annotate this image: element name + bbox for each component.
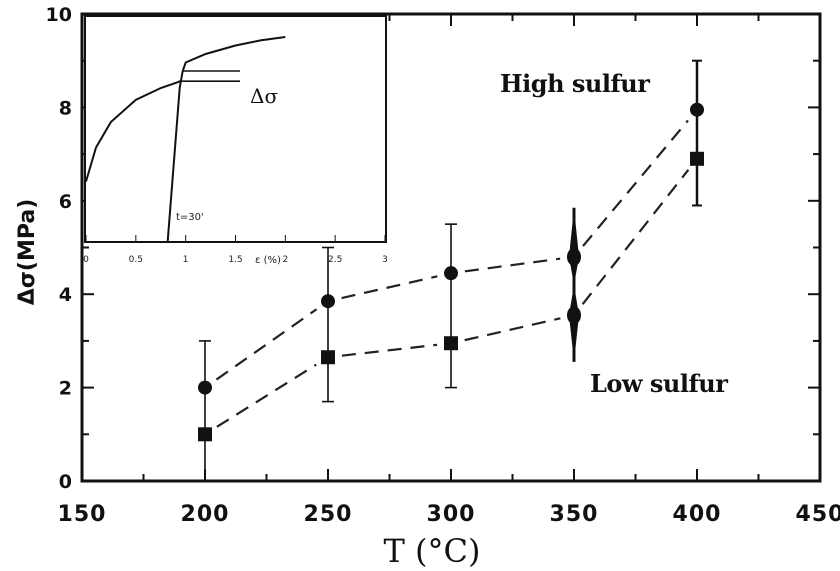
inset-x-tick-label: 0.5 xyxy=(129,255,143,265)
annotation-low-sulfur: Low sulfur xyxy=(590,369,728,398)
inset-x-tick-label: 1 xyxy=(183,255,189,265)
x-tick-label: 400 xyxy=(673,502,722,527)
series-0-segment xyxy=(464,257,561,273)
x-tick-label: 350 xyxy=(550,502,599,527)
high-sulfur-point xyxy=(321,294,335,309)
series-0-segment xyxy=(215,308,318,381)
x-tick-labels: 150 200 250 300 350 400 450 xyxy=(58,502,840,527)
inset-x-tick-label: 1.5 xyxy=(228,255,242,265)
inset-x-tick-label: 0 xyxy=(83,255,89,265)
high-sulfur-point xyxy=(690,102,704,117)
inset-curve-1 xyxy=(166,70,184,242)
inset-delta-sigma-label: Δσ xyxy=(250,84,278,108)
x-axis-title: T (°C) xyxy=(384,532,481,570)
high-sulfur-point xyxy=(444,266,458,281)
y-tick-label: 10 xyxy=(46,4,72,26)
inset-curves xyxy=(85,36,286,242)
y-axis-title: Δσ(MPa) xyxy=(15,199,40,306)
inset-ticks: 0 0.5 1 1.5 2 2.5 3 xyxy=(83,235,388,265)
series-0-segment xyxy=(341,275,438,300)
x-tick-label: 150 xyxy=(58,502,107,527)
inset-curve-2 xyxy=(181,36,286,72)
inset-chart: 0 0.5 1 1.5 2 2.5 3 ε (%) Δσ t=30' xyxy=(83,15,388,266)
low-sulfur-point xyxy=(567,306,581,325)
y-tick-label: 4 xyxy=(59,284,72,306)
y-tick-label: 0 xyxy=(59,471,72,493)
low-sulfur-point xyxy=(321,350,335,365)
series-1-segment xyxy=(216,363,317,428)
low-sulfur-point xyxy=(444,336,458,351)
y-tick-label: 8 xyxy=(59,97,72,119)
x-tick-label: 250 xyxy=(304,502,353,527)
low-sulfur-point xyxy=(690,151,704,166)
error-bars xyxy=(199,59,702,482)
high-sulfur-point xyxy=(567,247,581,266)
series-lines xyxy=(215,119,690,428)
x-tick-label: 300 xyxy=(427,502,476,527)
series-1-segment xyxy=(341,343,438,357)
x-tick-label: 200 xyxy=(181,502,230,527)
series-1-segment xyxy=(464,317,561,342)
series-0-segment xyxy=(582,119,689,247)
x-tick-label: 450 xyxy=(796,502,840,527)
annotation-high-sulfur: High sulfur xyxy=(500,69,650,98)
low-sulfur-point xyxy=(198,427,212,442)
inset-time-label: t=30' xyxy=(176,212,204,223)
inset-x-label: ε (%) xyxy=(255,255,281,266)
inset-curve-0 xyxy=(85,80,182,182)
inset-frame xyxy=(84,15,387,243)
data-markers xyxy=(198,102,704,442)
y-tick-label: 2 xyxy=(59,378,72,400)
y-tick-labels: 0 2 4 6 8 10 xyxy=(46,4,72,493)
inset-x-tick-label: 3 xyxy=(382,255,388,265)
high-sulfur-point xyxy=(198,380,212,395)
inset-x-tick-label: 2 xyxy=(282,255,288,265)
series-1-segment xyxy=(581,169,690,305)
inset-x-tick-label: 2.5 xyxy=(328,255,342,265)
y-tick-label: 6 xyxy=(59,191,72,213)
